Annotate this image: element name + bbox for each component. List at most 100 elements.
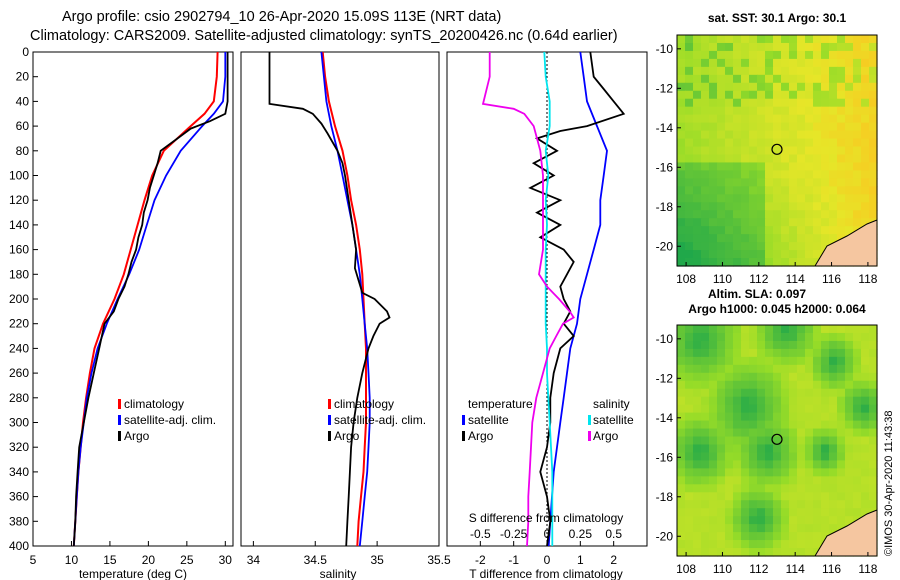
temperature-legend-swatch-climatology: [118, 399, 121, 409]
map-sla-cell: [693, 372, 702, 382]
map-sst-cell: [749, 90, 758, 100]
map-sla-cell: [685, 325, 694, 334]
map-sst-cell: [813, 194, 822, 203]
map-sst-cell: [701, 226, 710, 235]
map-sst-cell: [749, 82, 758, 92]
difference_profile-xtick-label: -2: [475, 553, 486, 567]
map-sla-cell: [749, 396, 758, 406]
map-sla-cell: [701, 516, 710, 525]
map-sla-cell: [685, 516, 694, 525]
map-sst-cell: [805, 154, 814, 164]
map-sla-cell: [709, 332, 718, 342]
map-sst-cell: [869, 154, 878, 164]
map-sla-cell: [813, 396, 822, 406]
map-sst-cell: [853, 170, 862, 179]
map-sst-cell: [821, 194, 830, 203]
map-sla-cell: [845, 444, 854, 454]
map-sst-cell: [869, 178, 878, 187]
map-sst-cell: [685, 194, 694, 203]
map-sla-cell: [781, 380, 790, 390]
map-sla-cell: [693, 532, 702, 541]
map-sst-cell: [781, 90, 790, 100]
map-sst-cell: [813, 202, 822, 211]
map-sst-cell: [725, 138, 734, 148]
map-sla-cell: [685, 340, 694, 350]
map-sla-ytick-label: -10: [656, 332, 674, 346]
map-sla-cell: [741, 412, 750, 422]
map-sst-cell: [725, 218, 734, 227]
temperature_profile-ytick-label: 60: [16, 119, 30, 133]
map-sst-cell: [701, 50, 710, 60]
map-sst-cell: [757, 250, 766, 259]
map-sla-cell: [765, 380, 774, 390]
map-sla-cell: [725, 540, 734, 549]
map-sst-cell: [821, 146, 830, 156]
map-sst-cell: [837, 106, 846, 116]
temperature_profile-xtick-label: 30: [219, 553, 233, 567]
map-sla-cell: [797, 364, 806, 374]
map-sst-cell: [829, 114, 838, 124]
map-sst-cell: [853, 90, 862, 100]
map-sla-cell: [861, 388, 870, 398]
map-sla-cell: [869, 460, 878, 469]
map-sst-cell: [869, 90, 878, 100]
map-sla-cell: [765, 340, 774, 350]
map-sla-cell: [717, 436, 726, 446]
map-sst-cell: [821, 242, 830, 251]
map-sla-cell: [701, 484, 710, 493]
map-sst-cell: [741, 146, 750, 156]
map-sla-cell: [701, 548, 710, 557]
map-sla-cell: [733, 348, 742, 358]
map-sla-cell: [685, 508, 694, 517]
map-sst-cell: [861, 130, 870, 140]
map-sla-cell: [709, 532, 718, 541]
map-sla-cell: [789, 444, 798, 454]
map-sla-cell: [749, 476, 758, 485]
map-sst-cell: [797, 138, 806, 148]
map-sla-cell: [829, 468, 838, 477]
map-sla-cell: [861, 476, 870, 485]
map-sla-cell: [805, 388, 814, 398]
header-line-2: Climatology: CARS2009. Satellite-adjuste…: [30, 28, 618, 44]
map-sla-cell: [781, 500, 790, 509]
map-sst-cell: [773, 154, 782, 164]
map-sst-cell: [757, 98, 766, 108]
map-sla-cell: [677, 524, 686, 533]
map-sst-cell: [797, 242, 806, 251]
map-sla-cell: [717, 412, 726, 422]
temperature_profile-xtick-label: 20: [142, 553, 156, 567]
map-sla-cell: [677, 452, 686, 462]
map-sla-cell: [709, 325, 718, 334]
map-sla-cell: [869, 492, 878, 501]
map-sst-cell: [797, 90, 806, 100]
map-sst-cell: [773, 50, 782, 60]
map-sst-cell: [845, 122, 854, 132]
map-sla-cell: [717, 444, 726, 454]
map-sst-cell: [837, 66, 846, 76]
map-sst-cell: [717, 122, 726, 132]
map-sst-cell: [821, 74, 830, 84]
map-sst-cell: [789, 250, 798, 259]
temperature_profile-ytick-label: 0: [22, 45, 29, 59]
map-sst-cell: [693, 194, 702, 203]
map-sla-cell: [797, 325, 806, 334]
map-sst-cell: [701, 74, 710, 84]
map-sla-cell: [749, 356, 758, 366]
map-sla-cell: [829, 348, 838, 358]
map-sst-cell: [797, 186, 806, 195]
map-sst-cell: [773, 98, 782, 108]
map-sst-cell: [789, 114, 798, 124]
map-sst-cell: [861, 154, 870, 164]
map-sla-cell: [693, 548, 702, 557]
map-sst-cell: [717, 146, 726, 156]
map-sst-cell: [829, 170, 838, 179]
map-sst-cell: [749, 154, 758, 164]
difference_profile-xtick-label: 0: [544, 553, 551, 567]
map-sst-cell: [709, 138, 718, 148]
map-sla-cell: [789, 492, 798, 501]
difference-top-tick-label: 0.25: [569, 527, 593, 541]
map-sst-cell: [869, 50, 878, 60]
map-sla-cell: [853, 420, 862, 430]
map-sst-cell: [717, 218, 726, 227]
map-sst-cell: [805, 74, 814, 84]
